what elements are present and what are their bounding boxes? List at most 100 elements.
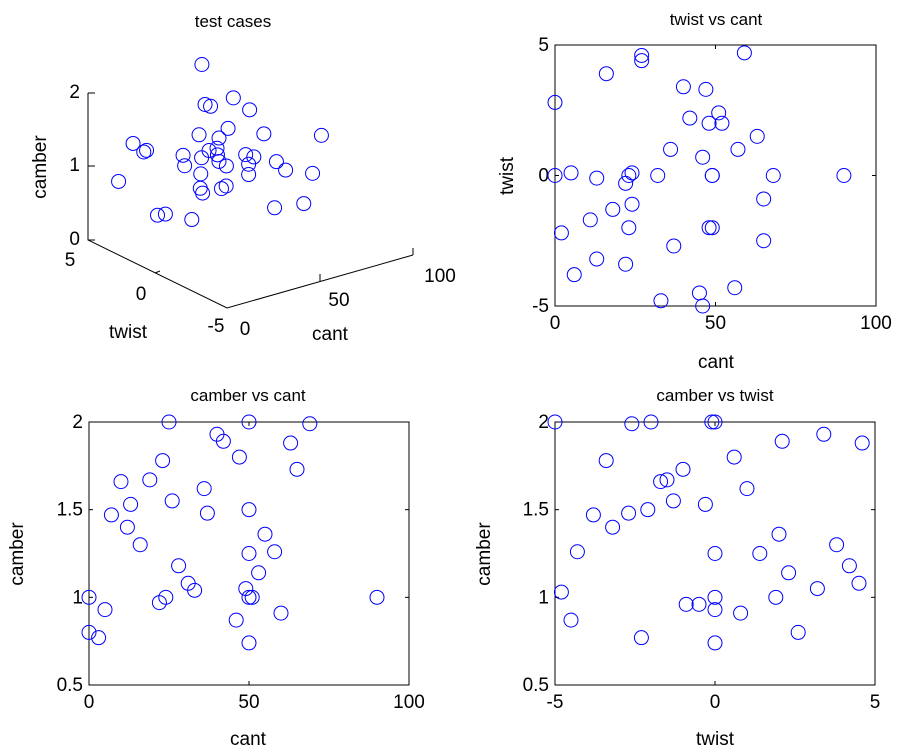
chart-title-1: test cases bbox=[195, 12, 272, 31]
data-point-3d bbox=[139, 142, 155, 158]
y-tick-label: 0.5 bbox=[523, 675, 549, 696]
data-point bbox=[91, 630, 107, 646]
axis-ticks-2: 0 50 100-505 bbox=[532, 35, 892, 334]
data-point bbox=[854, 435, 870, 451]
x-tick-label: -5 bbox=[547, 692, 564, 713]
data-point bbox=[749, 128, 765, 144]
3d-axes bbox=[87, 93, 414, 309]
data-point bbox=[119, 519, 135, 535]
data-point-3d bbox=[193, 166, 209, 182]
data-point bbox=[241, 414, 257, 430]
data-point bbox=[103, 507, 119, 523]
data-point bbox=[809, 581, 825, 597]
data-point bbox=[665, 493, 681, 509]
data-point bbox=[704, 414, 720, 430]
data-point bbox=[653, 474, 669, 490]
scatter-points-3d bbox=[111, 57, 329, 228]
data-point-3d bbox=[209, 140, 225, 156]
y-tick-label: 2 bbox=[72, 412, 83, 433]
z-tick-label-2: 2 bbox=[69, 82, 80, 103]
data-point bbox=[650, 168, 666, 183]
data-point bbox=[675, 79, 691, 95]
data-point bbox=[215, 433, 231, 449]
data-point bbox=[707, 546, 723, 561]
data-point bbox=[624, 165, 640, 181]
y-tick-label: 0 bbox=[538, 166, 549, 187]
data-point bbox=[241, 589, 257, 605]
y-tick-label-neg5: -5 bbox=[208, 316, 225, 337]
data-point bbox=[704, 220, 720, 236]
data-point-3d bbox=[177, 158, 193, 174]
y-tick-label: 5 bbox=[538, 35, 549, 56]
data-point bbox=[81, 589, 97, 605]
data-point bbox=[675, 461, 691, 477]
data-point bbox=[781, 565, 797, 581]
data-point bbox=[624, 196, 640, 212]
scatter-points-4 bbox=[547, 414, 870, 651]
subplot-camber-vs-cant: camber vs cant 0 50 100 0.5 1 1.5 2 cant cambe… bbox=[7, 386, 425, 750]
data-point bbox=[697, 496, 713, 512]
data-point bbox=[752, 546, 768, 561]
data-point bbox=[659, 472, 675, 488]
data-point bbox=[727, 280, 743, 296]
data-point bbox=[164, 493, 180, 509]
axis-ticks-4: -5 0 5 0.5 1 1.5 2 bbox=[523, 412, 881, 713]
data-point bbox=[707, 589, 723, 605]
data-point bbox=[563, 165, 579, 181]
data-point bbox=[598, 453, 614, 469]
data-point bbox=[653, 293, 669, 309]
data-point bbox=[634, 53, 650, 69]
data-point-3d bbox=[268, 154, 284, 170]
data-point bbox=[633, 630, 649, 646]
data-point bbox=[739, 481, 755, 497]
data-point bbox=[704, 168, 720, 183]
y-tick-label-0: 0 bbox=[136, 284, 147, 305]
data-point-3d bbox=[278, 162, 294, 178]
data-point bbox=[589, 170, 605, 186]
data-point-3d bbox=[136, 144, 152, 160]
data-point bbox=[151, 595, 167, 611]
data-point bbox=[707, 414, 723, 430]
data-point bbox=[142, 472, 158, 488]
data-point bbox=[553, 584, 569, 600]
data-point-3d bbox=[242, 102, 258, 118]
y-axis-label-4: camber bbox=[474, 522, 495, 586]
y-axis-label-3: camber bbox=[7, 522, 28, 586]
data-point bbox=[774, 433, 790, 449]
data-point bbox=[707, 602, 723, 618]
data-point bbox=[695, 149, 711, 165]
data-point bbox=[698, 81, 714, 97]
data-point bbox=[663, 141, 679, 157]
data-point bbox=[589, 251, 605, 267]
data-point bbox=[756, 191, 772, 207]
data-point bbox=[563, 612, 579, 628]
x-axis-label-3d: cant bbox=[312, 324, 349, 345]
y-tick-0 bbox=[154, 270, 161, 274]
data-point-3d bbox=[213, 181, 229, 197]
data-point bbox=[196, 481, 212, 497]
data-point bbox=[701, 220, 717, 236]
data-point bbox=[547, 94, 563, 110]
data-point bbox=[836, 168, 852, 183]
data-point bbox=[547, 414, 563, 430]
data-point bbox=[643, 414, 659, 430]
x-tick-label-50: 50 bbox=[328, 290, 349, 311]
data-point bbox=[244, 589, 260, 605]
data-point bbox=[771, 526, 787, 542]
data-point bbox=[621, 168, 637, 183]
data-point-3d bbox=[125, 135, 141, 151]
data-point-3d bbox=[194, 150, 210, 166]
data-point bbox=[605, 519, 621, 535]
y-tick-label-5: 5 bbox=[65, 250, 76, 271]
data-point bbox=[257, 526, 273, 542]
x-axis-label-4: twist bbox=[696, 729, 735, 750]
x-tick-label: 50 bbox=[705, 313, 726, 334]
x-axis-label-2: cant bbox=[698, 352, 735, 373]
data-point bbox=[161, 414, 177, 430]
data-point bbox=[566, 267, 582, 283]
data-point bbox=[714, 115, 730, 131]
data-point-3d bbox=[225, 90, 241, 106]
data-point bbox=[618, 175, 634, 191]
y-tick-label: 1.5 bbox=[57, 500, 83, 521]
x-tick-label: 50 bbox=[238, 692, 259, 713]
